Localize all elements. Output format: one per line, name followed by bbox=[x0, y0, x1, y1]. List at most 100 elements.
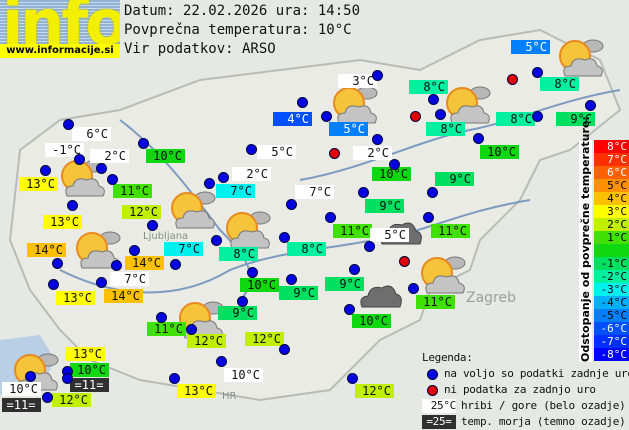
city-label-zagreb: Zagreb bbox=[466, 290, 516, 306]
station-dot-available[interactable] bbox=[297, 97, 308, 108]
station-dot-missing[interactable] bbox=[410, 111, 421, 122]
scale-step: 4°C bbox=[594, 192, 629, 205]
station-dot-available[interactable] bbox=[246, 144, 257, 155]
station-dot-available[interactable] bbox=[211, 235, 222, 246]
temperature-label: 8°C bbox=[426, 122, 465, 136]
station-dot-available[interactable] bbox=[364, 241, 375, 252]
station-dot-available[interactable] bbox=[279, 232, 290, 243]
station-dot-missing[interactable] bbox=[399, 256, 410, 267]
station-dot-available[interactable] bbox=[389, 159, 400, 170]
station-dot-available[interactable] bbox=[147, 220, 158, 231]
station-dot-available[interactable] bbox=[107, 174, 118, 185]
station-dot-available[interactable] bbox=[286, 199, 297, 210]
station-dot-available[interactable] bbox=[473, 133, 484, 144]
scale-step: -3°C bbox=[594, 283, 629, 296]
temperature-label: 5°C bbox=[370, 228, 409, 242]
temperature-label: 7°C bbox=[216, 184, 255, 198]
temperature-label: -1°C bbox=[45, 143, 84, 157]
scale-step: -5°C bbox=[594, 309, 629, 322]
legend-mountain-sample: 25°C bbox=[422, 399, 456, 413]
station-dot-available[interactable] bbox=[372, 70, 383, 81]
station-dot-available[interactable] bbox=[585, 100, 596, 111]
station-dot-available[interactable] bbox=[25, 371, 36, 382]
station-dot-available[interactable] bbox=[129, 245, 140, 256]
temperature-label: 5°C bbox=[257, 145, 296, 159]
station-dot-available[interactable] bbox=[423, 212, 434, 223]
partly-cloudy-icon bbox=[171, 191, 216, 229]
temperature-label: 11°C bbox=[431, 224, 470, 238]
temperature-label: 12°C bbox=[187, 334, 226, 348]
station-dot-available[interactable] bbox=[428, 94, 439, 105]
deviation-scale: 8°C 7°C 6°C 5°C 4°C 3°C 2°C 1°C -1°C -2°C -3°C -4°C… bbox=[594, 140, 629, 361]
station-dot-available[interactable] bbox=[218, 172, 229, 183]
station-dot-available[interactable] bbox=[279, 344, 290, 355]
station-dot-available[interactable] bbox=[237, 296, 248, 307]
station-dot-missing[interactable] bbox=[329, 148, 340, 159]
temperature-label: 3°C bbox=[338, 74, 377, 88]
temperature-label: 8°C bbox=[409, 80, 448, 94]
station-dot-available[interactable] bbox=[96, 163, 107, 174]
station-dot-available[interactable] bbox=[40, 165, 51, 176]
sea-temperature-label: =11= bbox=[70, 378, 109, 392]
station-dot-available[interactable] bbox=[349, 264, 360, 275]
station-dot-available[interactable] bbox=[204, 178, 215, 189]
station-dot-available[interactable] bbox=[347, 373, 358, 384]
station-dot-available[interactable] bbox=[62, 373, 73, 384]
partly-cloudy-icon bbox=[559, 39, 604, 77]
temperature-label: 8°C bbox=[496, 112, 535, 126]
sea-temperature-label: =11= bbox=[2, 398, 41, 412]
temperature-label: 10°C bbox=[352, 314, 391, 328]
station-dot-available[interactable] bbox=[111, 260, 122, 271]
station-dot-available[interactable] bbox=[286, 274, 297, 285]
scale-step: 5°C bbox=[594, 179, 629, 192]
station-dot-available[interactable] bbox=[52, 258, 63, 269]
temperature-label: 11°C bbox=[147, 322, 186, 336]
temperature-label: 12°C bbox=[245, 332, 284, 346]
station-dot-available[interactable] bbox=[247, 267, 258, 278]
temperature-label: 5°C bbox=[329, 122, 368, 136]
station-dot-available[interactable] bbox=[344, 304, 355, 315]
legend-sea: temp. morja (temno ozadje) bbox=[461, 415, 626, 428]
scale-step: -8°C bbox=[594, 348, 629, 361]
station-dot-available[interactable] bbox=[42, 392, 53, 403]
station-dot-available[interactable] bbox=[435, 109, 446, 120]
temperature-label: 9°C bbox=[325, 277, 364, 291]
logo-url[interactable]: www.informacije.si bbox=[0, 44, 120, 58]
station-dot-available[interactable] bbox=[358, 187, 369, 198]
temperature-label: 13°C bbox=[56, 291, 95, 305]
legend-sea-sample: =25= bbox=[422, 415, 456, 429]
station-dot-available[interactable] bbox=[216, 356, 227, 367]
temperature-label: 10°C bbox=[70, 363, 109, 377]
station-dot-available[interactable] bbox=[138, 138, 149, 149]
temperature-label: 10°C bbox=[2, 382, 41, 396]
temperature-label: 10°C bbox=[372, 167, 411, 181]
station-dot-available[interactable] bbox=[325, 212, 336, 223]
station-dot-available[interactable] bbox=[67, 200, 78, 211]
country-shape bbox=[8, 28, 622, 402]
station-dot-available[interactable] bbox=[372, 134, 383, 145]
temperature-label: 7°C bbox=[295, 185, 334, 199]
station-dot-available[interactable] bbox=[96, 277, 107, 288]
scale-step: 8°C bbox=[594, 140, 629, 153]
station-dot-available[interactable] bbox=[63, 119, 74, 130]
temperature-label: 11°C bbox=[113, 184, 152, 198]
station-dot-available[interactable] bbox=[532, 67, 543, 78]
partly-cloudy-icon bbox=[226, 211, 271, 249]
station-dot-available[interactable] bbox=[427, 187, 438, 198]
partly-cloudy-icon bbox=[421, 256, 466, 294]
station-dot-available[interactable] bbox=[170, 259, 181, 270]
temperature-label: 2°C bbox=[90, 149, 129, 163]
station-dot-available[interactable] bbox=[48, 279, 59, 290]
station-dot-available[interactable] bbox=[532, 111, 543, 122]
station-dot-available[interactable] bbox=[321, 111, 332, 122]
station-dot-available[interactable] bbox=[169, 373, 180, 384]
station-dot-available[interactable] bbox=[74, 154, 85, 165]
station-dot-missing[interactable] bbox=[507, 74, 518, 85]
temperature-label: 13°C bbox=[43, 215, 82, 229]
cloud-icon bbox=[360, 285, 402, 308]
temperature-label: 11°C bbox=[333, 224, 372, 238]
station-dot-available[interactable] bbox=[156, 312, 167, 323]
temperature-label: 12°C bbox=[122, 205, 161, 219]
station-dot-available[interactable] bbox=[186, 324, 197, 335]
station-dot-available[interactable] bbox=[408, 283, 419, 294]
